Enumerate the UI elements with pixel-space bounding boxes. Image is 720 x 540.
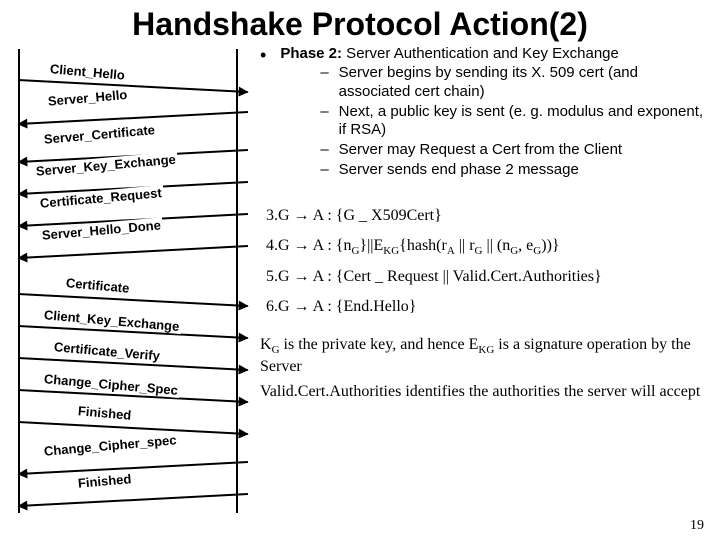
math-block: 3.G → A : {G _ X509Cert}4.G → A : {nG}||… [266, 201, 708, 323]
math-row: 5.G → A : {Cert _ Request || Valid.Cert.… [266, 262, 708, 292]
phase-subtitle: Server Authentication and Key Exchange [342, 45, 619, 62]
seq-message: Change_Cipher_spec [18, 437, 248, 469]
arrow-right-icon [18, 421, 248, 435]
seq-message: Change_Cipher_Spec [18, 365, 248, 397]
page-number: 19 [690, 518, 704, 534]
phase-item-text: Server begins by sending its X. 509 cert… [339, 64, 708, 102]
dash-icon: – [320, 161, 328, 180]
footer-para-2: Valid.Cert.Authorities identifies the au… [260, 382, 708, 403]
phase-item-text: Next, a public key is sent (e. g. modulu… [339, 103, 708, 141]
seq-message-label: Client_Hello [47, 61, 127, 83]
phase-item: –Next, a public key is sent (e. g. modul… [320, 103, 708, 141]
phase-title: Phase 2: [280, 45, 342, 62]
dash-icon: – [320, 141, 328, 160]
seq-message: Server_Key_Exchange [18, 157, 248, 189]
math-row: 3.G → A : {G _ X509Cert} [266, 201, 708, 231]
phase-item: –Server may Request a Cert from the Clie… [320, 141, 708, 160]
seq-message: Finished [18, 397, 248, 429]
seq-message: Server_Hello_Done [18, 221, 248, 253]
phase-item-text: Server sends end phase 2 message [339, 161, 579, 180]
math-row: 4.G → A : {nG}||EKG{hash(rA || rG || (nG… [266, 231, 708, 262]
seq-message: Client_Key_Exchange [18, 301, 248, 333]
content-area: Client_Hello Server_Hello Server_Certifica… [0, 45, 720, 525]
footer-para-1: KG is the private key, and hence EKG is … [260, 335, 708, 378]
seq-message: Server_Certificate [18, 125, 248, 157]
seq-message: Server_Hello [18, 87, 248, 119]
phase-item: –Server sends end phase 2 message [320, 161, 708, 180]
seq-message: Certificate [18, 269, 248, 301]
phase-items: –Server begins by sending its X. 509 cer… [320, 64, 708, 180]
text-column: • Phase 2: Server Authentication and Key… [250, 45, 720, 525]
bullet-icon: • [260, 45, 266, 181]
seq-message-label: Server_Hello_Done [39, 217, 163, 243]
seq-message-label: Finished [75, 403, 134, 423]
phase-item: –Server begins by sending its X. 509 cer… [320, 64, 708, 102]
sequence-column: Client_Hello Server_Hello Server_Certifica… [0, 45, 250, 525]
arrow-left-icon [18, 245, 248, 259]
phase-item-text: Server may Request a Cert from the Clien… [339, 141, 622, 160]
seq-message: Certificate_Request [18, 189, 248, 221]
seq-message-label: Server_Certificate [41, 122, 157, 147]
dash-icon: – [320, 103, 328, 141]
seq-message: Client_Hello [18, 55, 248, 87]
seq-message-label: Certificate [63, 275, 132, 296]
seq-message: Certificate_Verify [18, 333, 248, 365]
seq-message-label: Certificate_Request [37, 185, 164, 211]
phase-heading: • Phase 2: Server Authentication and Key… [260, 45, 708, 181]
seq-message: Finished [18, 469, 248, 501]
seq-message-label: Change_Cipher_spec [41, 432, 179, 459]
dash-icon: – [320, 64, 328, 102]
seq-message-label: Finished [75, 471, 134, 491]
arrow-left-icon [18, 493, 248, 507]
math-row: 6.G → A : {End.Hello} [266, 292, 708, 322]
slide-title: Handshake Protocol Action(2) [0, 0, 720, 45]
sequence-diagram: Client_Hello Server_Hello Server_Certifica… [18, 45, 248, 515]
seq-message-label: Server_Hello [45, 87, 129, 109]
